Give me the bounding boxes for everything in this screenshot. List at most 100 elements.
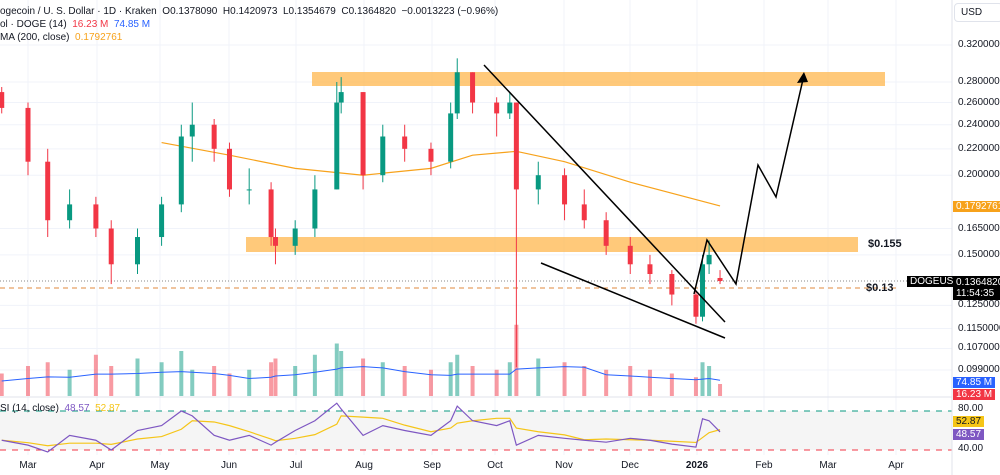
x-tick: Nov [555, 460, 573, 471]
volume-pane [0, 324, 723, 396]
x-tick: Jul [289, 460, 303, 471]
volume-bar [293, 366, 298, 396]
last-price-tag: 0.1364820 11:54:35 [953, 276, 1000, 300]
candle-body [93, 204, 99, 229]
last-price: 0.1364820 [956, 277, 1000, 288]
volume-bar [67, 369, 72, 396]
wedge-upper-line[interactable] [483, 64, 726, 323]
x-tick: Apr [888, 460, 904, 471]
volume-bar [470, 366, 475, 396]
candle-body [562, 175, 568, 205]
countdown: 11:54:35 [956, 288, 995, 299]
candle-body [380, 136, 386, 176]
volume-bar [212, 366, 217, 396]
legend-rsi[interactable]: SI (14, close) 48.57 52.87 [0, 403, 120, 414]
ma-price-tag: 0.1792761 [953, 201, 1000, 212]
candle-body [159, 204, 165, 238]
x-tick: 2026 [685, 460, 709, 471]
volume-bar [693, 377, 698, 396]
x-tick: Sep [423, 460, 441, 471]
candle-body [272, 237, 278, 246]
candle-body [448, 113, 454, 162]
x-tick: Feb [755, 460, 773, 471]
candle-body [535, 175, 541, 190]
rsi-line [1, 402, 721, 453]
volume-ma-tag: 74.85 M [953, 377, 996, 388]
candle-body [226, 148, 232, 190]
candle-body [454, 72, 460, 114]
volume-bar [0, 373, 4, 396]
candle-body [693, 294, 699, 317]
candle-body [45, 161, 51, 221]
volume-bar [273, 358, 278, 396]
candle-body [669, 274, 675, 295]
volume-bar [647, 369, 652, 396]
volume-bar [628, 366, 633, 396]
support-zone[interactable] [246, 237, 858, 252]
x-tick: Aug [355, 460, 373, 471]
rsi-ma-line [1, 415, 721, 447]
legend-volume[interactable]: ol · DOGE (14) 16.23 M 74.85 M [0, 19, 150, 30]
ma-label: MA (200, close) [0, 32, 70, 43]
candle-body [507, 102, 513, 114]
volume-bar [190, 369, 195, 396]
volume-bar [93, 354, 98, 396]
ma-value: 0.1792761 [75, 32, 123, 43]
volume-bar [247, 369, 252, 396]
volume-ma-value: 74.85 M [113, 19, 151, 30]
volume-value: 16.23 M [72, 19, 109, 30]
candle-body [402, 136, 408, 149]
legend-main: ogecoin / U. S. Dollar · 1D · Kraken O0.… [0, 6, 498, 17]
candle-body [647, 264, 653, 275]
high-value: H0.1420973 [222, 6, 278, 17]
candle-body [25, 107, 31, 162]
volume-bar [312, 354, 317, 396]
volume-bar [135, 358, 140, 396]
projection-path[interactable] [693, 74, 805, 295]
rsi-ma-tag: 52.87 [953, 416, 985, 427]
candle-body [178, 136, 184, 205]
grid [0, 0, 952, 455]
resistance-zone[interactable] [312, 72, 885, 86]
wedge-lower-line[interactable] [540, 262, 726, 339]
volume-bar [428, 369, 433, 396]
volume-bar [494, 369, 499, 396]
currency-button[interactable]: USD [954, 3, 1000, 22]
symbol-tag: DOGEUSD [907, 276, 964, 287]
x-tick: Apr [89, 460, 105, 471]
volume-bar [562, 362, 567, 396]
volume-bar [361, 358, 366, 396]
volume-tag: 16.23 M [953, 389, 996, 400]
volume-bar [455, 354, 460, 396]
x-tick: Jun [220, 460, 238, 471]
candle-body [338, 92, 344, 103]
candle-body [268, 189, 274, 238]
price-tick: 0.1150000 [958, 322, 1000, 334]
volume-ma-line [1, 366, 721, 382]
volume-bar [109, 366, 114, 396]
candle-body [246, 189, 252, 191]
volume-bar [582, 366, 587, 396]
candle-body [312, 189, 318, 229]
legend-ma[interactable]: MA (200, close) 0.1792761 [0, 32, 122, 43]
rsi-tick-40: 40.00 [958, 443, 984, 454]
x-tick: Mar [819, 460, 837, 471]
candle-body [0, 92, 5, 108]
candle-body [494, 102, 500, 114]
candle-body [108, 228, 114, 265]
volume-bar [179, 351, 184, 396]
candle-body [211, 124, 217, 149]
low-value: L0.1354679 [282, 6, 336, 17]
symbol-title: ogecoin / U. S. Dollar · 1D · Kraken [0, 6, 157, 17]
x-tick: Dec [621, 460, 639, 471]
arrow-head-icon [797, 72, 808, 83]
